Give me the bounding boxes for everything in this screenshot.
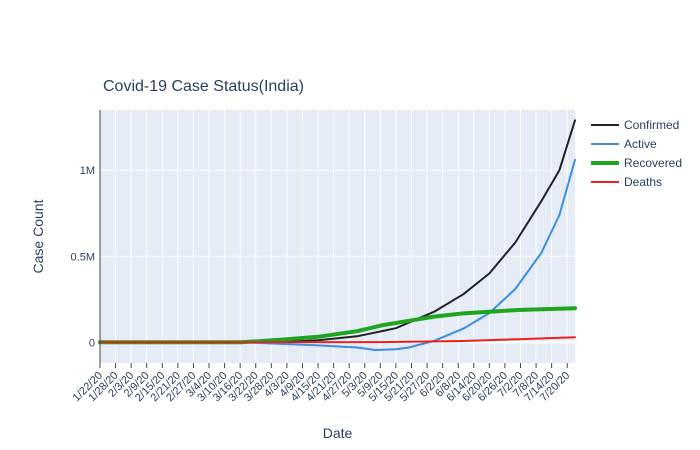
y-tick-label: 0.5M bbox=[71, 251, 95, 263]
y-axis: 0 0.5M 1M bbox=[71, 110, 101, 363]
legend-label-deaths[interactable]: Deaths bbox=[624, 175, 662, 189]
legend: Confirmed Active Recovered Deaths bbox=[591, 118, 682, 189]
chart-title: Covid-19 Case Status(India) bbox=[103, 78, 304, 95]
legend-label-active[interactable]: Active bbox=[624, 137, 657, 151]
grid bbox=[99, 110, 575, 363]
x-axis: 1/22/201/28/202/3/202/9/202/15/202/21/20… bbox=[71, 363, 572, 404]
y-tick-label: 1M bbox=[80, 165, 95, 177]
x-axis-title: Date bbox=[323, 425, 353, 441]
plot-background bbox=[100, 110, 575, 363]
series-line-recovered bbox=[98, 306, 577, 345]
series-line-deaths bbox=[99, 336, 576, 344]
y-tick-label: 0 bbox=[89, 337, 95, 349]
series-line-active bbox=[99, 158, 576, 352]
series-layer bbox=[98, 119, 577, 352]
legend-label-recovered[interactable]: Recovered bbox=[624, 156, 682, 170]
y-axis-title: Case Count bbox=[30, 199, 46, 273]
legend-label-confirmed[interactable]: Confirmed bbox=[624, 118, 679, 132]
